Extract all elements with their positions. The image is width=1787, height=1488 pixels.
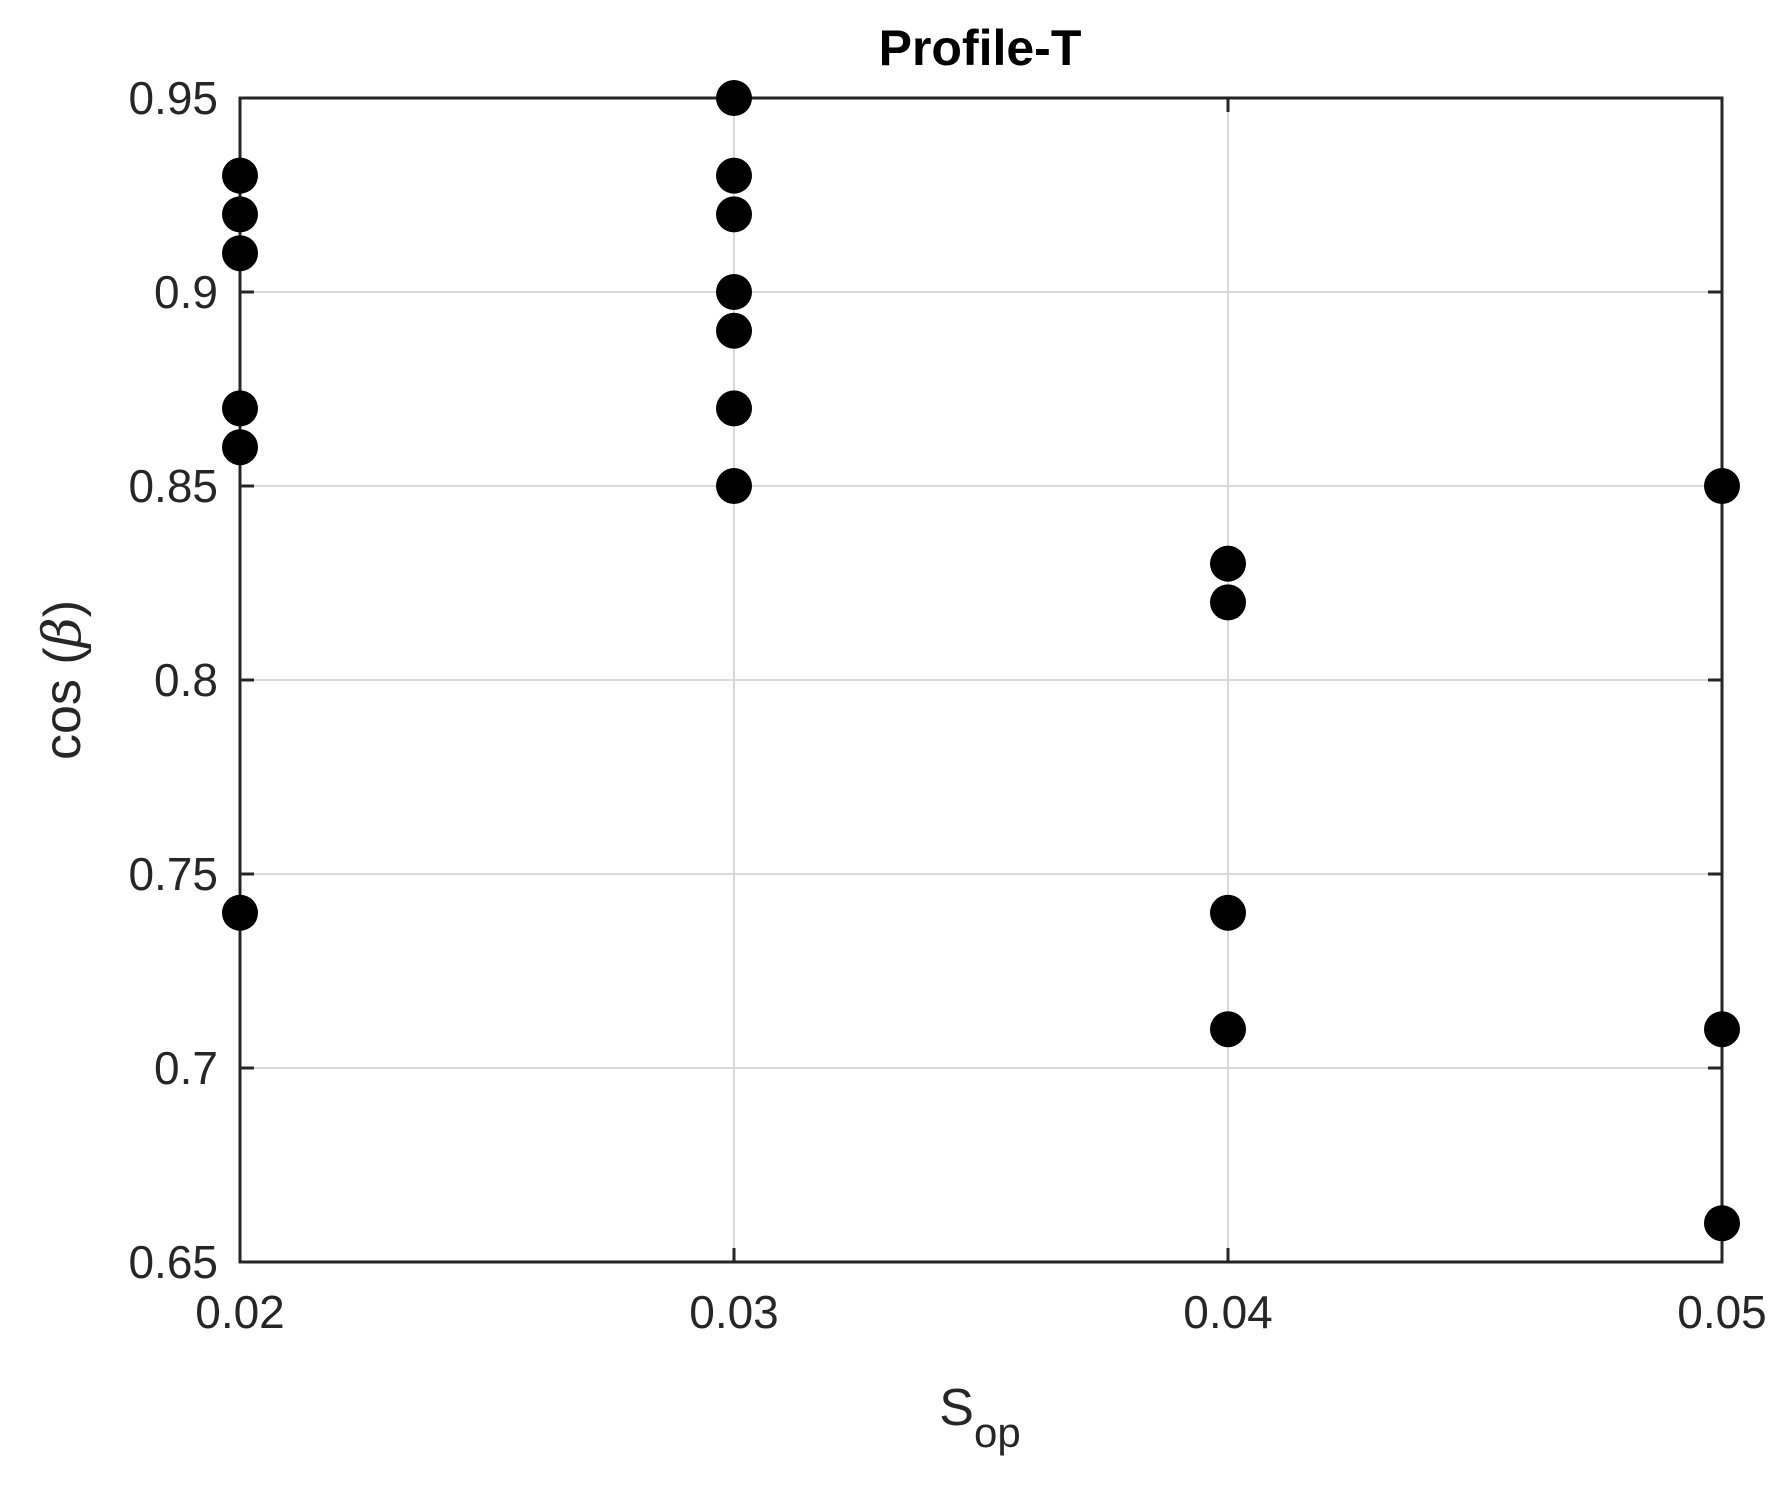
data-point [1704, 1205, 1740, 1242]
y-axis-title-symbol: β [33, 617, 93, 649]
data-point [222, 196, 258, 233]
y-tick-label: 0.8 [154, 654, 218, 706]
tick-marks [238, 96, 1724, 1264]
y-axis-title-prefix: cos ( [34, 647, 92, 760]
data-point [716, 157, 752, 194]
chart-title: Profile-T [879, 20, 1082, 76]
y-tick-label: 0.95 [128, 72, 218, 124]
data-point [1210, 1011, 1246, 1048]
data-point [222, 235, 258, 272]
x-tick-labels: 0.02 0.03 0.04 0.05 [195, 1286, 1767, 1338]
x-tick-label: 0.04 [1183, 1286, 1273, 1338]
x-axis-title-main: S [939, 1379, 974, 1437]
y-tick-label: 0.65 [128, 1236, 218, 1288]
data-point [716, 312, 752, 349]
y-tick-label: 0.85 [128, 460, 218, 512]
y-axis-title: cos (β) [33, 600, 93, 760]
data-point [1704, 1011, 1740, 1048]
data-point [1210, 894, 1246, 931]
data-point [716, 196, 752, 233]
x-tick-label: 0.03 [689, 1286, 779, 1338]
x-tick-label: 0.02 [195, 1286, 285, 1338]
data-point [222, 894, 258, 931]
x-axis-title-subscript: op [974, 1409, 1021, 1456]
x-axis-title: Sop [939, 1379, 1020, 1456]
y-axis-title-suffix: ) [34, 600, 92, 617]
data-point [1210, 584, 1246, 621]
y-tick-label: 0.75 [128, 848, 218, 900]
x-tick-label: 0.05 [1677, 1286, 1767, 1338]
data-point [716, 468, 752, 504]
data-point [222, 390, 258, 427]
data-point [716, 80, 752, 116]
y-tick-label: 0.7 [154, 1042, 218, 1094]
data-point [1704, 468, 1740, 504]
y-tick-label: 0.9 [154, 266, 218, 318]
data-point [1210, 545, 1246, 582]
y-tick-labels: 0.65 0.7 0.75 0.8 0.85 0.9 0.95 [128, 72, 218, 1288]
data-point [716, 390, 752, 427]
data-point [716, 274, 752, 310]
data-point [222, 429, 258, 466]
data-points [222, 80, 1740, 1242]
data-point [222, 157, 258, 194]
